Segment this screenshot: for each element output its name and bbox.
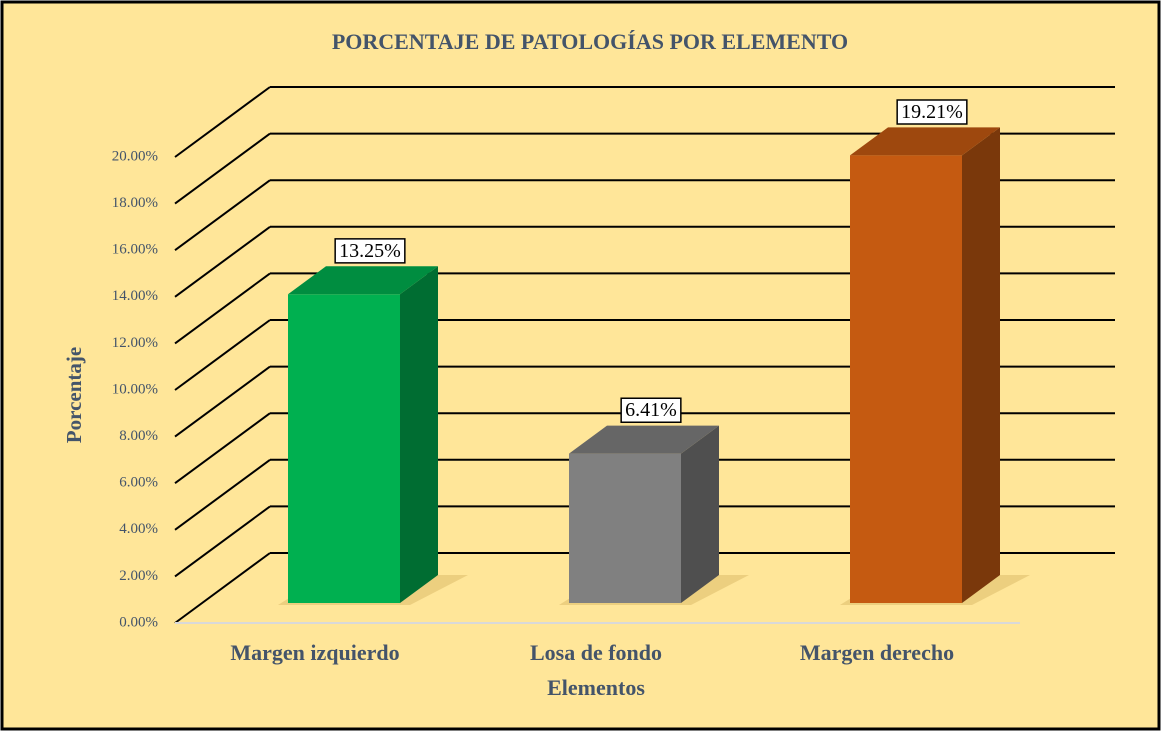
y-tick-label: 20.00% (112, 148, 158, 164)
grid-line (174, 319, 271, 391)
y-tick-label: 10.00% (112, 381, 158, 397)
chart-title: PORCENTAJE DE PATOLOGÍAS POR ELEMENTO (332, 29, 848, 54)
data-label-box (334, 238, 406, 264)
bar (288, 294, 400, 603)
bar-side (681, 425, 719, 603)
x-tick-label: Margen derecho (800, 640, 954, 665)
bar-top (288, 266, 438, 295)
x-tick-label: Margen izquierdo (230, 640, 399, 665)
bar-side (962, 127, 1000, 604)
grid-line (174, 458, 271, 531)
bar-top (569, 425, 719, 454)
data-label-box (896, 99, 968, 125)
data-label-box (620, 397, 682, 423)
bar (850, 155, 962, 604)
y-tick-label: 6.00% (119, 475, 158, 491)
y-tick-label: 8.00% (119, 428, 158, 444)
grid-line (174, 179, 271, 252)
grid-line (174, 132, 271, 205)
grid-line (174, 552, 271, 624)
grid-line (174, 505, 271, 578)
y-tick-label: 4.00% (119, 521, 158, 537)
y-tick-label: 16.00% (112, 242, 158, 258)
y-tick-label: 14.00% (112, 288, 158, 304)
grid-line (174, 225, 271, 298)
y-tick-label: 2.00% (119, 568, 158, 584)
y-tick-label: 18.00% (112, 195, 158, 211)
x-axis-title: Elementos (547, 675, 645, 700)
grid-line (174, 86, 271, 158)
data-label: 19.21% (901, 101, 963, 123)
y-tick-label: 12.00% (112, 335, 158, 351)
grid-line (174, 412, 271, 485)
grid-line (174, 365, 271, 438)
y-axis-title: Porcentaje (62, 347, 86, 443)
data-label: 13.25% (339, 240, 401, 262)
y-tick-label: 0.00% (119, 614, 158, 630)
grid-line (174, 272, 271, 345)
bar (569, 453, 681, 603)
bar-top (850, 127, 1000, 156)
bar-side (400, 266, 438, 603)
x-tick-label: Losa de fondo (530, 640, 662, 665)
data-label: 6.41% (625, 399, 677, 421)
